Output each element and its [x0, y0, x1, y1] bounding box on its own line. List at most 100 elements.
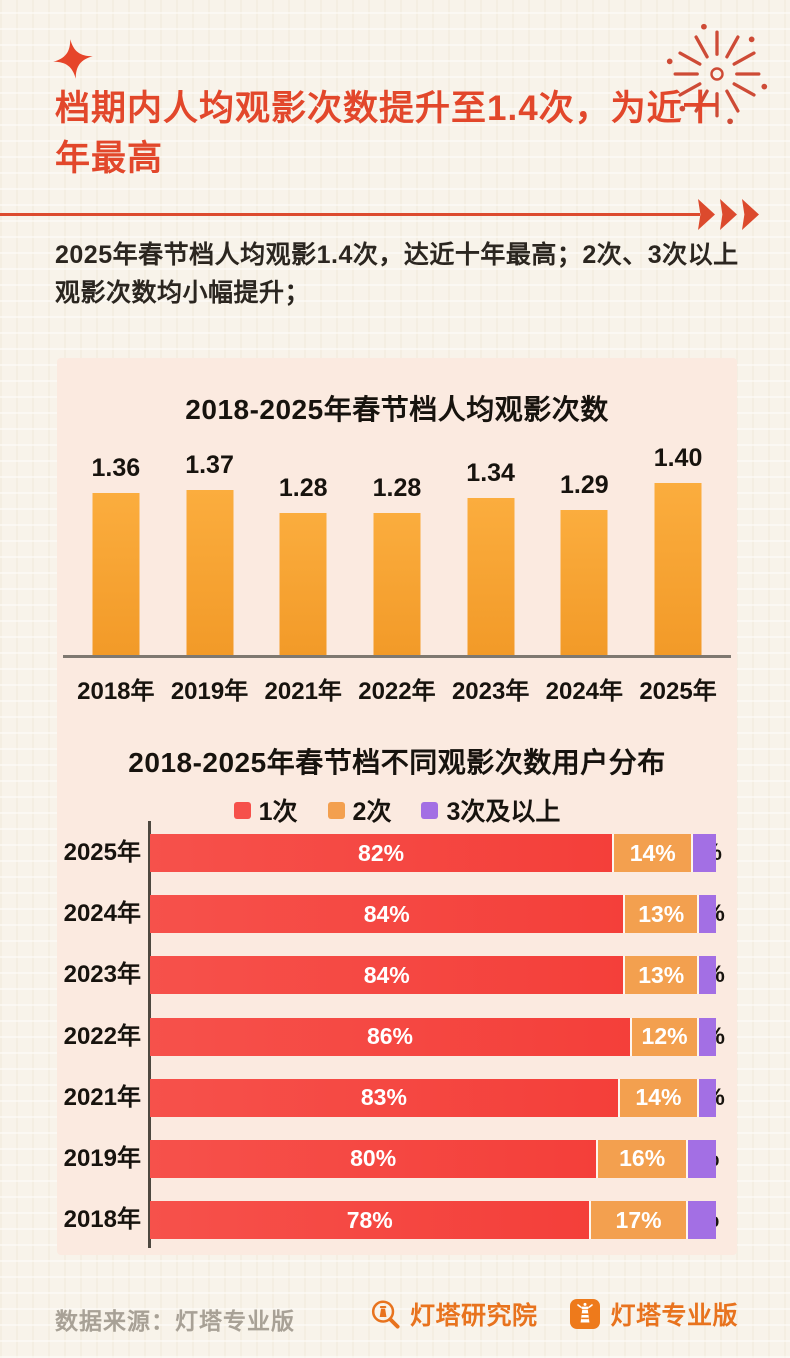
bar-segment-3次及以上: [693, 834, 716, 872]
bar-segment-2次: 13%: [625, 895, 700, 934]
footer-logos: 灯塔研究院 灯塔专业版: [370, 1296, 738, 1332]
bar: [373, 512, 421, 656]
legend-item: 2次: [327, 792, 392, 828]
segment-value-label: 17%: [615, 1206, 662, 1233]
segment-value-label: 80%: [350, 1145, 397, 1172]
stacked-bar: 83% 14%: [150, 1078, 716, 1117]
bar-column: 1.28: [256, 446, 350, 656]
chart1-title: 2018-2025年春节档人均观影次数: [185, 394, 609, 425]
lighthouse-badge-icon: [570, 1299, 601, 1329]
chart2-vertical-axis: [148, 821, 151, 1248]
legend-label: 3次及以上: [446, 798, 561, 826]
bar-segment-3次及以上: [699, 956, 716, 995]
bar: [467, 497, 515, 656]
summary-text: 2025年春节档人均观影1.4次，达近十年最高；2次、3次以上观影次数均小幅提升…: [55, 241, 739, 307]
bar: [92, 492, 140, 656]
y-axis-tick-label: 2023年: [63, 961, 141, 989]
bar-column: 1.36: [69, 446, 163, 656]
bar-value-label: 1.28: [278, 473, 328, 502]
divider-line: [0, 213, 700, 216]
bar-segment-3次及以上: [699, 1017, 716, 1056]
x-axis-tick-label: 2019年: [170, 678, 249, 705]
charts-panel: 2018-2025年春节档人均观影次数 1.36 1.37 1.28 1.28 1.34…: [57, 358, 737, 1255]
arrow-triangle-icon: [698, 199, 715, 230]
sparkle-icon: [53, 39, 93, 79]
segment-value-label: 12%: [641, 1023, 688, 1050]
chart2-title: 2018-2025年春节档不同观影次数用户分布: [128, 747, 666, 778]
segment-value-label: 84%: [363, 900, 410, 927]
segment-value-label: 16%: [619, 1145, 666, 1172]
y-axis-tick-label: 2022年: [63, 1022, 141, 1050]
chart2-legend: 1次 2次 3次及以上: [57, 792, 737, 828]
legend-label: 2次: [352, 798, 392, 826]
x-axis-tick-label: 2022年: [358, 678, 436, 705]
legend-item: 3次及以上: [421, 792, 560, 828]
legend-label: 1次: [258, 798, 298, 826]
segment-value-label: 84%: [363, 961, 410, 988]
stacked-bar: 82% 14%: [150, 834, 716, 872]
stacked-bar: 84% 13%: [150, 956, 716, 995]
y-axis-tick-label: 2019年: [63, 1144, 141, 1172]
x-axis-tick-label: 2023年: [451, 678, 530, 705]
bar-segment-3次及以上: [687, 1201, 716, 1240]
bar-column: 1.29: [538, 446, 632, 656]
bar-segment-3次及以上: [687, 1139, 716, 1178]
y-axis-tick-label: 2025年: [63, 839, 141, 866]
lighthouse-magnifier-icon: [371, 1299, 400, 1329]
y-axis-tick-label: 2018年: [63, 1206, 141, 1234]
arrow-triangle-icon: [720, 199, 737, 230]
segment-value-label: 78%: [346, 1206, 393, 1233]
segment-value-label: 13%: [638, 961, 685, 988]
segment-value-label: 14%: [629, 839, 676, 866]
legend-swatch: [233, 801, 251, 819]
bar-value-label: 1.40: [653, 444, 703, 473]
legend-swatch: [327, 801, 345, 819]
bar-segment-2次: 13%: [625, 956, 700, 995]
bar-segment-1次: 83%: [150, 1078, 620, 1117]
bar: [186, 490, 234, 656]
bar-column: 1.34: [444, 446, 538, 656]
stacked-bar: 86% 12%: [150, 1017, 716, 1056]
bar-value-label: 1.36: [91, 453, 141, 482]
bar: [560, 510, 608, 656]
segment-value-label: 14%: [635, 1084, 682, 1111]
x-axis-tick-label: 2024年: [545, 678, 624, 705]
bar-value-label: 1.28: [372, 473, 422, 502]
bar-segment-1次: 86%: [150, 1017, 632, 1056]
bar-segment-2次: 14%: [619, 1078, 699, 1117]
stacked-bar-chart-user-distribution: 4%2025年82%14%3%2024年84%13%3%2023年84%13%3…: [57, 834, 737, 1262]
chart1-baseline-axis: [63, 655, 731, 658]
bar-column: 1.40: [631, 444, 725, 656]
stacked-bar: 78% 17%: [150, 1201, 716, 1240]
data-source-text: 数据来源：灯塔专业版: [55, 1308, 295, 1334]
chart1-category-axis: 2018年 2019年 2021年 2022年 2023年 2024年 2025年: [69, 671, 725, 705]
dengta-research-label: 灯塔研究院: [409, 1302, 538, 1330]
segment-value-label: 13%: [638, 900, 685, 927]
arrow-triangle-icon: [742, 199, 759, 230]
bar-value-label: 1.34: [466, 458, 515, 487]
bar-segment-1次: 78%: [150, 1201, 592, 1240]
bar: [654, 483, 702, 656]
bar-segment-1次: 80%: [150, 1139, 599, 1178]
legend-swatch: [421, 801, 439, 819]
bar-segment-2次: 16%: [598, 1139, 688, 1178]
bar: [279, 512, 327, 656]
y-axis-tick-label: 2024年: [63, 900, 141, 928]
bar-value-label: 1.37: [185, 451, 234, 480]
stacked-bar: 80% 16%: [150, 1139, 716, 1178]
stacked-bar: 84% 13%: [150, 895, 716, 934]
page-title: 档期内人均观影次数提升至1.4次，为近十年最高: [55, 89, 719, 179]
bar-segment-3次及以上: [699, 1078, 716, 1117]
segment-value-label: 82%: [358, 839, 405, 866]
bar-segment-2次: 14%: [614, 834, 694, 872]
bar-segment-1次: 82%: [150, 834, 615, 872]
bar-segment-2次: 12%: [631, 1017, 700, 1056]
bar-segment-3次及以上: [699, 895, 716, 934]
